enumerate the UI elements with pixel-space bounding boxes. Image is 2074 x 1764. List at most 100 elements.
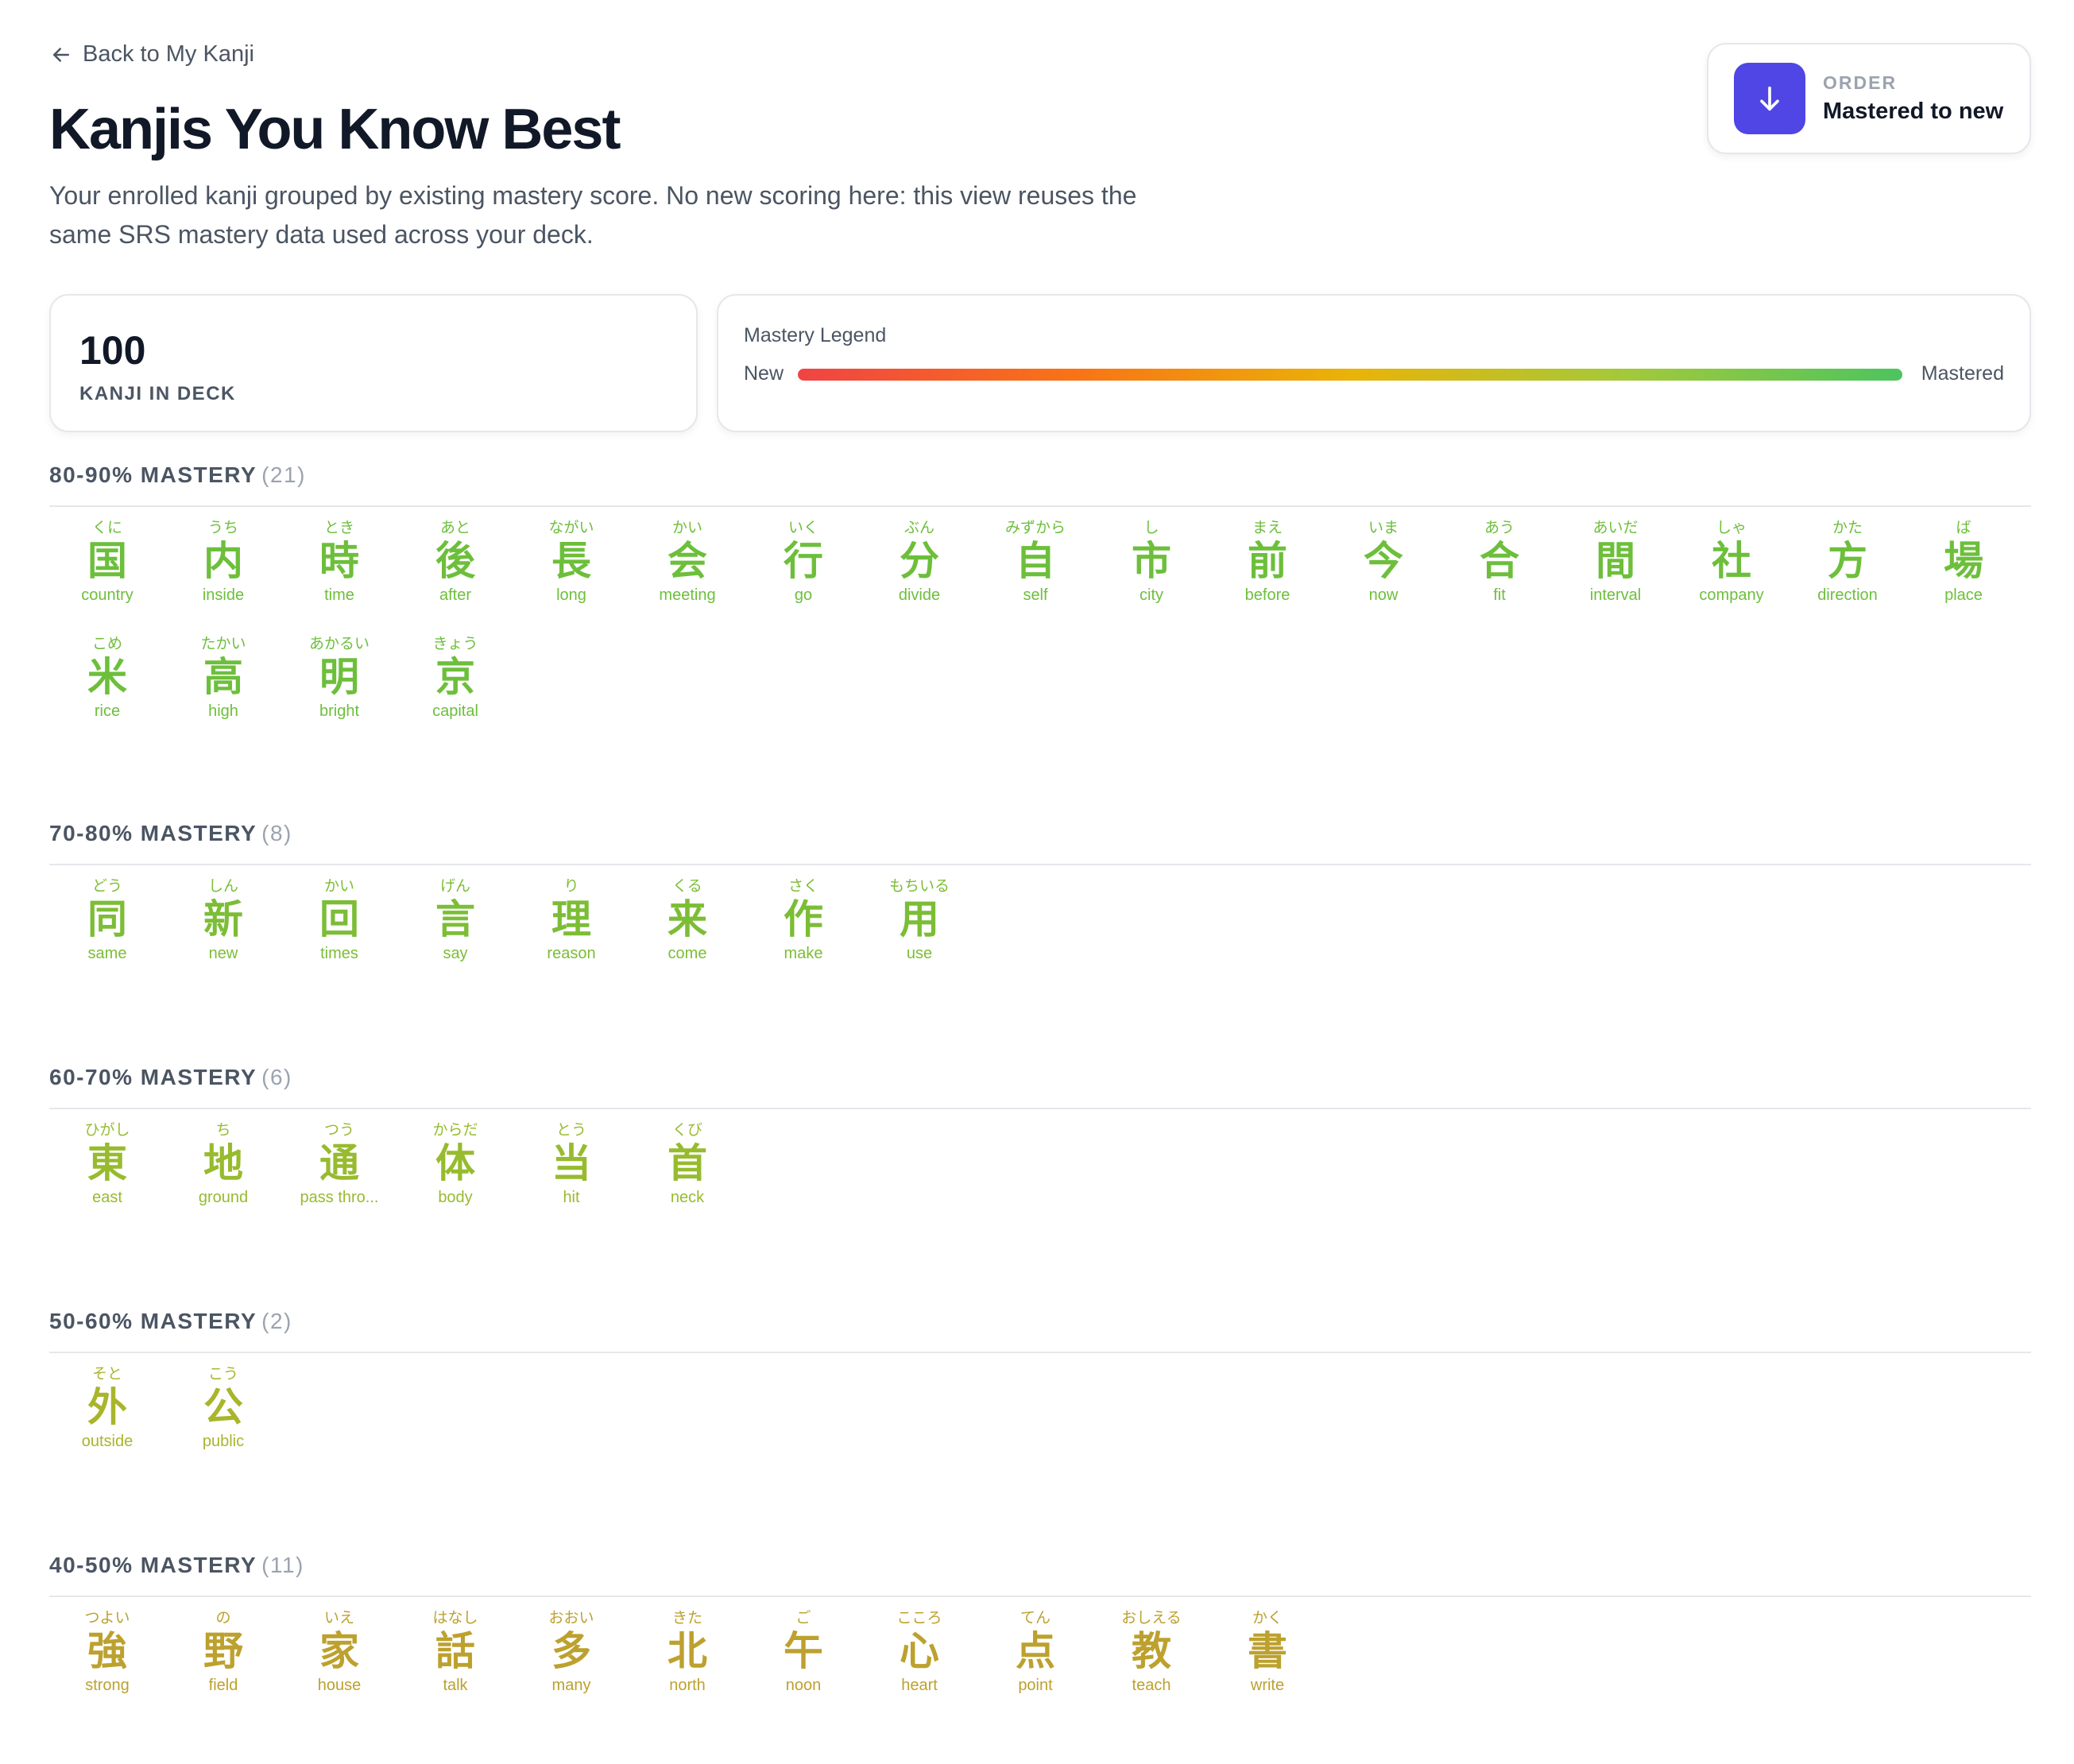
kanji-tile[interactable]: きた北 north	[629, 1610, 745, 1726]
kanji-char: 市	[1132, 538, 1171, 584]
kanji-tile[interactable]: り理 reason	[513, 878, 629, 994]
kanji-char: 野	[203, 1628, 243, 1674]
kanji-meaning: capital	[432, 702, 478, 720]
kanji-tile[interactable]: どう同 same	[49, 878, 165, 994]
kanji-tile[interactable]: げん言 say	[397, 878, 513, 994]
kanji-reading: おしえる	[1121, 1610, 1182, 1627]
kanji-char: 理	[551, 896, 591, 942]
kanji-meaning: come	[667, 945, 707, 962]
kanji-reading: こめ	[91, 636, 122, 652]
kanji-meaning: company	[1699, 586, 1764, 604]
kanji-tile[interactable]: あかるい明 bright	[281, 636, 397, 752]
kanji-tile[interactable]: あと後 after	[397, 520, 513, 636]
kanji-tile[interactable]: しん新 new	[165, 878, 281, 994]
kanji-tile[interactable]: ぶん分 divide	[861, 520, 977, 636]
kanji-char: 言	[435, 896, 475, 942]
group-count: (2)	[261, 1309, 292, 1333]
kanji-tile[interactable]: そと外 outside	[49, 1366, 165, 1482]
kanji-tile[interactable]: ち地 ground	[165, 1122, 281, 1238]
kanji-tile[interactable]: こめ米 rice	[49, 636, 165, 752]
kanji-tile[interactable]: とき時 time	[281, 520, 397, 636]
kanji-grid: つよい強 strong の野 field いえ家 house はなし話 talk おおい多 man…	[49, 1610, 2031, 1726]
kanji-meaning: reason	[547, 945, 596, 962]
kanji-tile[interactable]: いく行 go	[745, 520, 861, 636]
kanji-tile[interactable]: たかい高 high	[165, 636, 281, 752]
kanji-tile[interactable]: くに国 country	[49, 520, 165, 636]
kanji-tile[interactable]: おおい多 many	[513, 1610, 629, 1726]
order-value: Mastered to new	[1823, 99, 2004, 124]
kanji-reading: もちいる	[888, 878, 950, 895]
kanji-meaning: house	[317, 1677, 362, 1694]
kanji-tile[interactable]: あいだ間 interval	[1557, 520, 1674, 636]
kanji-tile[interactable]: ながい長 long	[513, 520, 629, 636]
kanji-tile[interactable]: かい会 meeting	[629, 520, 745, 636]
kanji-tile[interactable]: くび首 neck	[629, 1122, 745, 1238]
kanji-tile[interactable]: いえ家 house	[281, 1610, 397, 1726]
kanji-tile[interactable]: かい回 times	[281, 878, 397, 994]
kanji-meaning: bright	[319, 702, 360, 720]
back-link[interactable]: Back to My Kanji	[49, 41, 254, 68]
kanji-reading: し	[1143, 520, 1159, 536]
kanji-tile[interactable]: ば場 place	[1906, 520, 2022, 636]
kanji-meaning: hit	[563, 1189, 580, 1206]
kanji-tile[interactable]: さく作 make	[745, 878, 861, 994]
kanji-tile[interactable]: しゃ社 company	[1674, 520, 1790, 636]
kanji-reading: まえ	[1252, 520, 1283, 536]
order-text: ORDER Mastered to new	[1823, 72, 2003, 125]
kanji-meaning: outside	[81, 1433, 133, 1450]
deck-count-label: KANJI IN DECK	[79, 383, 236, 404]
mastery-group: 60-70% MASTERY (6) ひがし東 east ち地 ground つう通 pass…	[49, 1065, 2031, 1238]
order-toggle[interactable]: ORDER Mastered to new	[1707, 43, 2031, 154]
kanji-tile[interactable]: の野 field	[165, 1610, 281, 1726]
kanji-char: 合	[1480, 538, 1519, 584]
kanji-tile[interactable]: つよい強 strong	[49, 1610, 165, 1726]
mastery-group: 70-80% MASTERY (8) どう同 same しん新 new かい回 times げん…	[49, 821, 2031, 994]
kanji-tile[interactable]: とう当 hit	[513, 1122, 629, 1238]
kanji-tile[interactable]: かた方 direction	[1790, 520, 1906, 636]
kanji-char: 公	[203, 1384, 243, 1430]
kanji-meaning: body	[438, 1189, 473, 1206]
kanji-tile[interactable]: まえ前 before	[1209, 520, 1325, 636]
kanji-reading: かい	[671, 520, 702, 536]
order-button[interactable]	[1734, 63, 1805, 134]
kanji-tile[interactable]: こう公 public	[165, 1366, 281, 1482]
kanji-tile[interactable]: からだ体 body	[397, 1122, 513, 1238]
kanji-meaning: neck	[670, 1189, 705, 1206]
kanji-tile[interactable]: みずから自 self	[977, 520, 1093, 636]
kanji-meaning: divide	[898, 586, 941, 604]
kanji-char: 書	[1248, 1628, 1287, 1674]
kanji-char: 方	[1828, 538, 1867, 584]
kanji-grid: くに国 country うち内 inside とき時 time あと後 after ながい長 lo…	[49, 520, 2031, 752]
kanji-char: 明	[319, 654, 359, 700]
kanji-tile[interactable]: うち内 inside	[165, 520, 281, 636]
kanji-reading: あかるい	[308, 636, 370, 652]
kanji-tile[interactable]: つう通 pass thro...	[281, 1122, 397, 1238]
kanji-tile[interactable]: し市 city	[1093, 520, 1209, 636]
kanji-tile[interactable]: おしえる教 teach	[1093, 1610, 1209, 1726]
kanji-char: 高	[203, 654, 243, 700]
kanji-meaning: time	[324, 586, 354, 604]
kanji-tile[interactable]: きょう京 capital	[397, 636, 513, 752]
kanji-tile[interactable]: こころ心 heart	[861, 1610, 977, 1726]
kanji-tile[interactable]: くる来 come	[629, 878, 745, 994]
kanji-grid: どう同 same しん新 new かい回 times げん言 say り理 reason くる来 co…	[49, 878, 2031, 994]
kanji-reading: ながい	[548, 520, 594, 536]
kanji-tile[interactable]: てん点 point	[977, 1610, 1093, 1726]
kanji-tile[interactable]: ご午 noon	[745, 1610, 861, 1726]
kanji-reading: うち	[207, 520, 238, 536]
page-title: Kanjis You Know Best	[49, 98, 621, 161]
kanji-tile[interactable]: いま今 now	[1325, 520, 1441, 636]
kanji-tile[interactable]: あう合 fit	[1441, 520, 1557, 636]
mastery-group: 40-50% MASTERY (11) つよい強 strong の野 field いえ家 ho…	[49, 1553, 2031, 1726]
group-header: 40-50% MASTERY (11)	[49, 1553, 2031, 1597]
kanji-tile[interactable]: ひがし東 east	[49, 1122, 165, 1238]
kanji-meaning: teach	[1132, 1677, 1171, 1694]
kanji-reading: かく	[1252, 1610, 1283, 1627]
kanji-tile[interactable]: はなし話 talk	[397, 1610, 513, 1726]
kanji-reading: かた	[1832, 520, 1863, 536]
group-header: 50-60% MASTERY (2)	[49, 1309, 2031, 1353]
arrow-left-icon	[53, 47, 69, 62]
kanji-tile[interactable]: もちいる用 use	[861, 878, 977, 994]
group-title: 50-60% MASTERY	[49, 1309, 257, 1333]
kanji-tile[interactable]: かく書 write	[1209, 1610, 1325, 1726]
